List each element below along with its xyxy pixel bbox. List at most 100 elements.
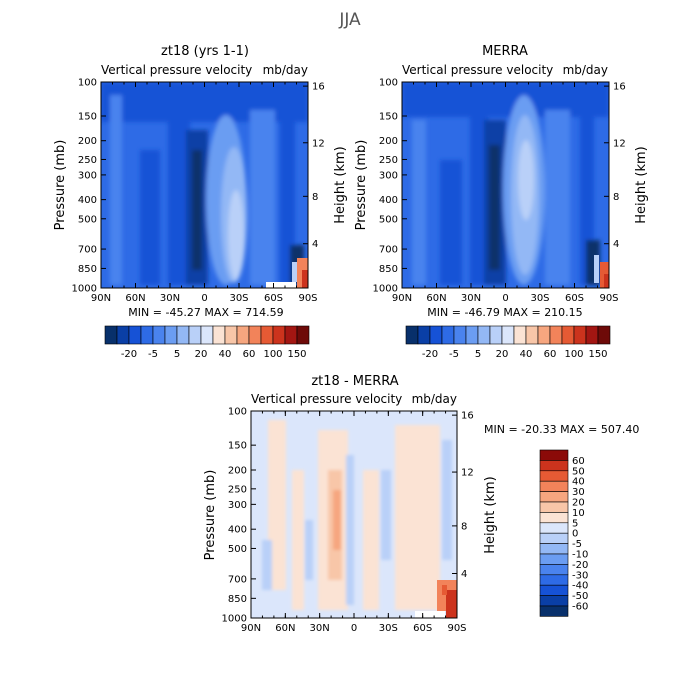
- panel-reanalysis-title: MERRA: [482, 44, 528, 59]
- colorbar-box: [539, 605, 569, 617]
- x-tick-label: 90S: [599, 293, 618, 304]
- colorbar-label: -20: [572, 560, 588, 571]
- colorbar-box: [164, 325, 178, 345]
- y-tick-label: 300: [78, 170, 97, 181]
- colorbar-label: 150: [287, 349, 306, 360]
- height-tick-label: 8: [312, 192, 318, 203]
- y-tick-label: 700: [379, 245, 398, 256]
- colorbar-label: 40: [520, 349, 533, 360]
- colorbar-box: [465, 325, 479, 345]
- colorbar-label: -5: [572, 539, 582, 550]
- colorbar-box: [539, 491, 569, 503]
- colorbar-label: -10: [572, 550, 588, 561]
- y-tick-label: 1000: [72, 284, 97, 295]
- colorbar-label: -20: [422, 349, 438, 360]
- colorbar-label: -30: [572, 570, 588, 581]
- panel-reanalysis-subtitle-right: mb/day: [563, 63, 608, 77]
- colorbar-label: 5: [475, 349, 481, 360]
- x-tick-label: 60N: [275, 623, 295, 634]
- colorbar-label: 60: [544, 349, 557, 360]
- panel-reanalysis-axes: 90N 60N 30N 0 30S 60S 90S 100 150 200 250 300 400 500…: [373, 78, 626, 305]
- y-tick-label: 200: [228, 465, 247, 476]
- x-tick-label: 90N: [392, 293, 412, 304]
- colorbar-box: [116, 325, 130, 345]
- colorbar-box: [539, 470, 569, 482]
- y-tick-label: 250: [379, 155, 398, 166]
- height-tick-label: 12: [312, 138, 325, 149]
- colorbar-label: -20: [121, 349, 137, 360]
- y-tick-label: 700: [78, 245, 97, 256]
- colorbar-box: [539, 543, 569, 555]
- x-tick-label: 30N: [310, 623, 330, 634]
- colorbar-box: [224, 325, 238, 345]
- height-tick-label: 4: [613, 239, 619, 250]
- colorbar-label: 5: [174, 349, 180, 360]
- panel-reanalysis-contour-field: [402, 82, 609, 288]
- panel-model-contour-field: [101, 82, 308, 288]
- colorbar-box: [104, 325, 118, 345]
- y-tick-label: 850: [228, 594, 247, 605]
- y-tick-label: 200: [379, 136, 398, 147]
- panel-difference-subtitle-right: mb/day: [412, 392, 457, 406]
- colorbar-box: [539, 574, 569, 586]
- colorbar-label: -5: [449, 349, 459, 360]
- colorbar-box: [200, 325, 214, 345]
- y-tick-label: 150: [379, 111, 398, 122]
- x-tick-label: 30S: [229, 293, 248, 304]
- x-tick-label: 0: [351, 623, 357, 634]
- y-tick-label: 100: [78, 78, 97, 89]
- panel-reanalysis-stats: MIN = -46.79 MAX = 210.15: [427, 306, 582, 319]
- colorbar-box: [441, 325, 455, 345]
- colorbar-box: [284, 325, 298, 345]
- colorbar-box: [212, 325, 226, 345]
- height-tick-label: 4: [312, 239, 318, 250]
- colorbar-label: 20: [195, 349, 208, 360]
- colorbar-box: [525, 325, 539, 345]
- x-tick-label: 90N: [91, 293, 111, 304]
- y-tick-label: 300: [379, 170, 398, 181]
- colorbar-label: -60: [572, 602, 588, 613]
- x-tick-label: 30N: [160, 293, 180, 304]
- colorbar-label: 60: [243, 349, 256, 360]
- height-tick-label: 8: [613, 192, 619, 203]
- y-tick-label: 300: [228, 500, 247, 511]
- y-tick-label: 700: [228, 574, 247, 585]
- panel-difference-ylabel-right: Height (km): [483, 476, 498, 553]
- colorbar-box: [477, 325, 491, 345]
- panel-model-colorbar: -20 -5 5 20 40 60 100 150: [104, 325, 310, 360]
- colorbar-label: -50: [572, 591, 588, 602]
- colorbar-box: [140, 325, 154, 345]
- colorbar-box: [597, 325, 611, 345]
- colorbar-label: 30: [572, 487, 585, 498]
- x-tick-label: 90N: [241, 623, 261, 634]
- colorbar-label: 10: [572, 508, 585, 519]
- colorbar-box: [539, 532, 569, 544]
- panel-difference-ylabel: Pressure (mb): [203, 470, 218, 561]
- panel-model-ylabel: Pressure (mb): [53, 140, 68, 231]
- x-tick-label: 0: [201, 293, 207, 304]
- colorbar-box: [539, 522, 569, 534]
- colorbar-box: [539, 449, 569, 461]
- y-tick-label: 200: [78, 136, 97, 147]
- colorbar-box: [272, 325, 286, 345]
- x-tick-label: 30S: [530, 293, 549, 304]
- y-tick-label: 100: [379, 78, 398, 89]
- colorbar-box: [417, 325, 431, 345]
- colorbar-label: -5: [148, 349, 158, 360]
- x-tick-label: 90S: [447, 623, 466, 634]
- colorbar-label: 100: [564, 349, 583, 360]
- colorbar-box: [429, 325, 443, 345]
- y-tick-label: 400: [379, 195, 398, 206]
- colorbar-label: 100: [263, 349, 282, 360]
- colorbar-box: [501, 325, 515, 345]
- panel-difference-stats: MIN = -20.33 MAX = 507.40: [484, 423, 639, 436]
- y-tick-label: 500: [228, 544, 247, 555]
- colorbar-box: [188, 325, 202, 345]
- colorbar-label: 20: [572, 498, 585, 509]
- y-tick-label: 850: [379, 264, 398, 275]
- y-tick-label: 150: [228, 441, 247, 452]
- panel-difference-axes: 90N 60N 30N 0 30S 60S 90S 100 150 200 250 300 400 500…: [222, 407, 474, 635]
- colorbar-box: [537, 325, 551, 345]
- panel-reanalysis-colorbar: -20 -5 5 20 40 60 100 150: [405, 325, 611, 360]
- height-tick-label: 8: [461, 521, 467, 532]
